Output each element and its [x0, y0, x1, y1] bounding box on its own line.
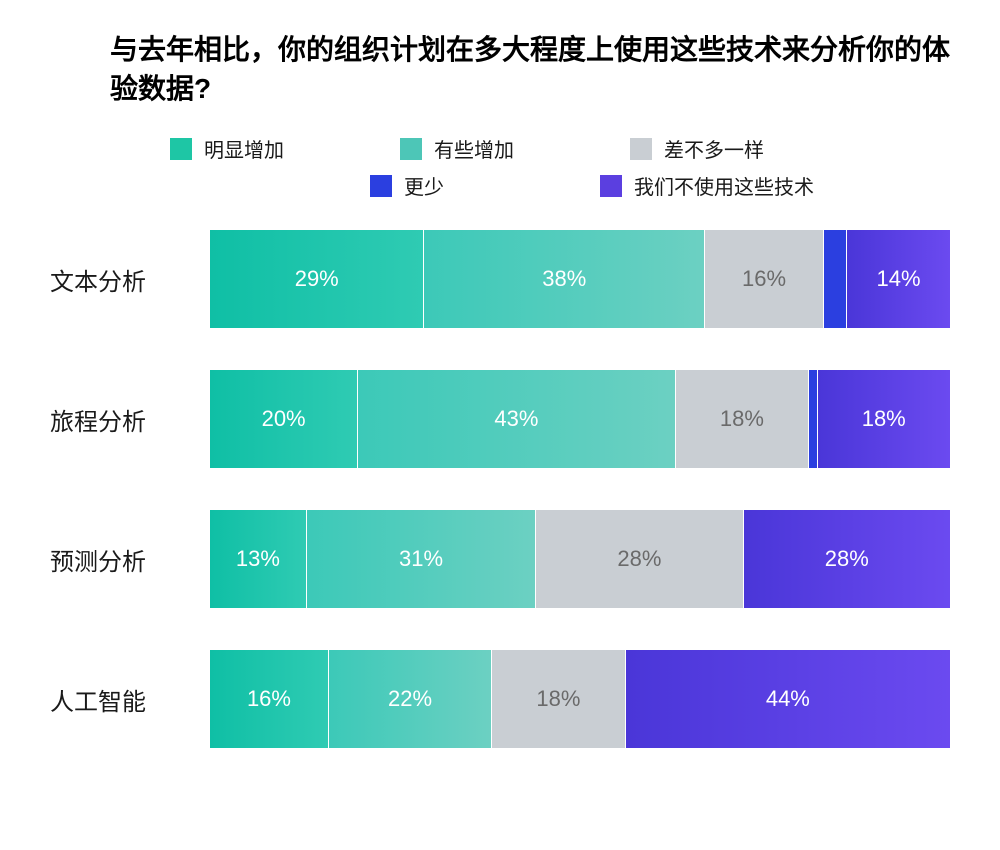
legend-swatch: [170, 138, 192, 160]
legend-label: 明显增加: [204, 134, 284, 163]
bar-segment: 18%: [818, 370, 950, 468]
row-label: 预测分析: [50, 542, 210, 577]
bar-segment: 31%: [307, 510, 535, 608]
bar-segment: [809, 370, 816, 468]
bar-segment: 13%: [210, 510, 306, 608]
legend-item: 明显增加: [170, 134, 340, 163]
row-label: 旅程分析: [50, 402, 210, 437]
legend-label: 差不多一样: [664, 134, 764, 163]
chart-row: 旅程分析20%43%18%18%: [50, 370, 950, 468]
row-label: 人工智能: [50, 682, 210, 717]
legend-label: 有些增加: [434, 134, 514, 163]
stacked-bar-chart: 文本分析29%38%16%14%旅程分析20%43%18%18%预测分析13%3…: [50, 230, 950, 748]
row-label: 文本分析: [50, 262, 210, 297]
bar-segment: 16%: [210, 650, 328, 748]
legend-swatch: [600, 175, 622, 197]
legend-swatch: [630, 138, 652, 160]
bar-segment: 44%: [626, 650, 950, 748]
legend-label: 更少: [404, 171, 444, 200]
bar-segment: 18%: [492, 650, 625, 748]
bar-segment: 20%: [210, 370, 357, 468]
bar-segment: 43%: [358, 370, 674, 468]
chart-row: 文本分析29%38%16%14%: [50, 230, 950, 328]
bar-segment: 28%: [744, 510, 950, 608]
chart-row: 预测分析13%31%28%28%: [50, 510, 950, 608]
bar-segment: [824, 230, 846, 328]
bar-segment: 18%: [676, 370, 808, 468]
legend-row-2: 更少 我们不使用这些技术: [370, 171, 950, 200]
legend-item: 我们不使用这些技术: [600, 171, 814, 200]
legend-item: 差不多一样: [630, 134, 800, 163]
legend-swatch: [400, 138, 422, 160]
legend-label: 我们不使用这些技术: [634, 171, 814, 200]
legend-swatch: [370, 175, 392, 197]
legend-row-1: 明显增加 有些增加 差不多一样: [170, 134, 950, 163]
bar-segment: 14%: [847, 230, 950, 328]
chart-title: 与去年相比，你的组织计划在多大程度上使用这些技术来分析你的体验数据?: [110, 30, 950, 108]
bar-segment: 22%: [329, 650, 491, 748]
bar: 13%31%28%28%: [210, 510, 950, 608]
bar-segment: 38%: [424, 230, 704, 328]
bar-segment: 16%: [705, 230, 823, 328]
bar-segment: 29%: [210, 230, 423, 328]
bar-segment: 28%: [536, 510, 742, 608]
legend-item: 有些增加: [400, 134, 570, 163]
legend-item: 更少: [370, 171, 540, 200]
legend: 明显增加 有些增加 差不多一样 更少 我们不使用这些技术: [170, 134, 950, 200]
bar: 29%38%16%14%: [210, 230, 950, 328]
bar: 20%43%18%18%: [210, 370, 950, 468]
bar: 16%22%18%44%: [210, 650, 950, 748]
chart-row: 人工智能16%22%18%44%: [50, 650, 950, 748]
